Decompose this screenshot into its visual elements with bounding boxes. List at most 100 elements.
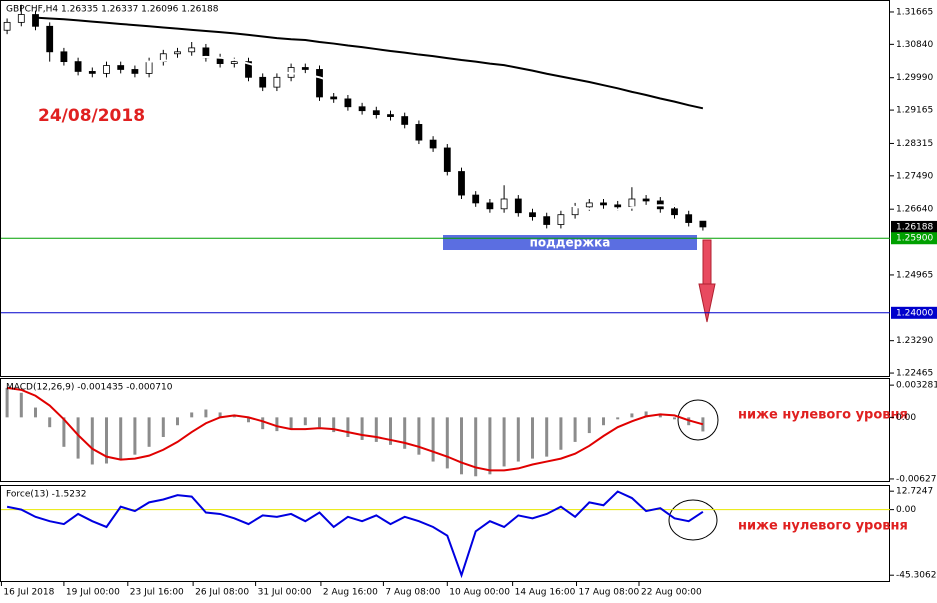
candle-body xyxy=(699,220,707,228)
candle-body xyxy=(145,61,153,74)
date-label: 24/08/2018 xyxy=(38,106,145,126)
x-tick-label: 23 Jul 16:00 xyxy=(130,588,184,598)
y-tick-label: 0.00 xyxy=(896,505,916,515)
x-tick-label: 31 Jul 00:00 xyxy=(258,588,312,598)
candle-body xyxy=(358,106,366,112)
candle-body xyxy=(188,47,196,53)
candle-body xyxy=(614,204,622,208)
candle-body xyxy=(529,212,536,218)
candle-body xyxy=(585,202,593,208)
histogram-bar xyxy=(616,417,620,420)
x-tick-label: 26 Jul 08:00 xyxy=(195,588,249,598)
histogram-bar xyxy=(19,392,23,418)
candle-body xyxy=(628,198,636,208)
x-tick-label: 14 Aug 16:00 xyxy=(515,588,576,598)
candle-body xyxy=(46,25,54,53)
annotation: ниже нулевого уровня xyxy=(738,408,908,423)
arrow-head xyxy=(698,283,716,323)
candle-body xyxy=(458,171,465,196)
candle-body xyxy=(88,71,96,74)
candle-body xyxy=(259,76,267,88)
pane-title: MACD(12,26,9) -0.001435 -0.000710 xyxy=(6,383,173,393)
histogram-bar xyxy=(176,417,179,426)
y-tick-label: 1.27490 xyxy=(896,171,933,181)
histogram-bar xyxy=(559,417,563,450)
candle-body xyxy=(429,139,437,149)
candle-body xyxy=(174,51,181,55)
y-tick-label: 12.7247 xyxy=(896,487,933,497)
histogram-bar xyxy=(289,417,293,430)
histogram-bar xyxy=(374,417,378,442)
candle-body xyxy=(3,21,11,31)
signal-line xyxy=(6,386,704,472)
level-label: 1.25900 xyxy=(896,234,933,244)
candle-body xyxy=(117,65,125,70)
histogram-bar xyxy=(460,417,463,475)
candle-body xyxy=(472,194,480,204)
candle-body xyxy=(372,110,380,116)
candle-body xyxy=(387,114,394,117)
histogram-bar xyxy=(602,417,605,426)
histogram-bar xyxy=(62,417,66,447)
histogram-bar xyxy=(76,417,80,459)
histogram-bar xyxy=(247,417,250,423)
histogram-bar xyxy=(360,417,364,440)
histogram-bar xyxy=(516,417,520,462)
y-tick-label: 0.003281 xyxy=(896,381,937,391)
histogram-bar xyxy=(445,417,449,469)
support-box xyxy=(443,235,697,250)
candle-body xyxy=(543,216,551,225)
y-tick-label: 1.23290 xyxy=(896,336,933,346)
histogram-bar xyxy=(630,413,634,418)
y-tick-label: 1.29165 xyxy=(896,106,933,116)
histogram-bar xyxy=(105,417,108,464)
level-label-bg xyxy=(891,232,937,245)
candle-body xyxy=(316,69,323,98)
x-tick-label: 2 Aug 16:00 xyxy=(323,588,378,598)
arrow-shaft xyxy=(702,239,712,285)
x-tick-label: 7 Aug 08:00 xyxy=(385,588,440,598)
candle-body xyxy=(557,214,565,225)
histogram-bar xyxy=(389,417,392,445)
candle-body xyxy=(671,208,678,216)
histogram-bar xyxy=(587,417,591,434)
level-label-bg xyxy=(891,306,937,319)
histogram-bar xyxy=(417,417,421,455)
histogram-bar xyxy=(119,417,123,460)
candle-body xyxy=(642,198,650,202)
y-tick-label: 1.31665 xyxy=(896,7,933,17)
force-line xyxy=(6,490,704,579)
highlight-circle xyxy=(677,399,719,441)
histogram-bar xyxy=(474,417,478,477)
candle-body xyxy=(273,76,281,88)
moving-average xyxy=(63,33,704,212)
candle-body xyxy=(600,202,607,206)
candle-body xyxy=(17,14,25,23)
x-tick-label: 16 Jul 2018 xyxy=(3,588,54,598)
candle-body xyxy=(245,61,252,78)
candle-body xyxy=(443,147,451,172)
histogram-bar xyxy=(261,417,265,430)
candle-body xyxy=(344,98,352,108)
candle-body xyxy=(486,202,494,210)
histogram-bar xyxy=(34,407,37,418)
support-label: поддержка xyxy=(530,236,611,250)
candle-body xyxy=(401,116,409,125)
y-tick-label: 1.24965 xyxy=(896,270,933,280)
candle-body xyxy=(32,14,39,27)
histogram-bar xyxy=(673,417,676,420)
pane-title: Force(13) -1.5232 xyxy=(6,490,86,500)
level-label: 1.24000 xyxy=(896,308,933,318)
candle-body xyxy=(514,198,522,214)
x-tick-label: 17 Aug 08:00 xyxy=(579,588,640,598)
candle-body xyxy=(230,61,238,64)
histogram-bar xyxy=(161,417,165,437)
candle-body xyxy=(301,67,309,70)
candle-body xyxy=(415,124,423,141)
histogram-bar xyxy=(147,417,151,447)
histogram-bar xyxy=(346,417,350,437)
histogram-bar xyxy=(531,417,534,459)
price-label-bg xyxy=(891,220,937,233)
highlight-circle xyxy=(668,499,718,541)
